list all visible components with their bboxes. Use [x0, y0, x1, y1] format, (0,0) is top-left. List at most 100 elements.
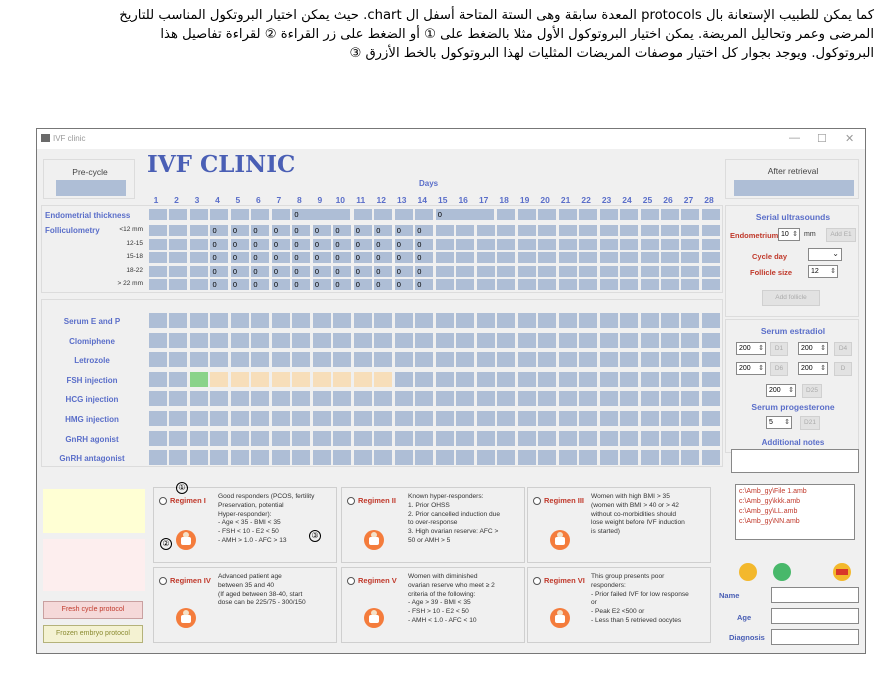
- follicle-cell[interactable]: 0: [353, 279, 372, 290]
- protocol-cell[interactable]: [230, 371, 249, 387]
- protocol-cell[interactable]: [497, 411, 516, 426]
- follicle-cell[interactable]: [476, 265, 495, 277]
- protocol-cell[interactable]: [230, 430, 249, 446]
- protocol-cell[interactable]: [353, 332, 372, 348]
- follicle-cell[interactable]: [435, 225, 454, 236]
- protocol-cell[interactable]: [599, 371, 618, 387]
- protocol-cell[interactable]: [701, 391, 720, 407]
- follicle-cell[interactable]: [681, 252, 700, 263]
- follicle-cell[interactable]: [538, 265, 557, 277]
- regimen-radio[interactable]: [533, 577, 541, 585]
- follicle-cell[interactable]: 0: [210, 265, 229, 277]
- protocol-cell[interactable]: [230, 411, 249, 426]
- follicle-cell[interactable]: 0: [374, 225, 393, 236]
- after-retrieval-field[interactable]: [734, 180, 854, 196]
- follicle-cell[interactable]: [661, 279, 679, 290]
- protocol-cell[interactable]: [271, 411, 290, 426]
- follicle-cell[interactable]: [620, 265, 639, 277]
- protocol-cell[interactable]: [538, 352, 557, 368]
- protocol-cell[interactable]: [599, 352, 618, 368]
- endometrial-cell[interactable]: [169, 209, 188, 220]
- protocol-cell[interactable]: [620, 411, 639, 426]
- follicle-cell[interactable]: [149, 238, 167, 250]
- protocol-cell[interactable]: [271, 371, 290, 387]
- protocol-cell[interactable]: [312, 352, 331, 368]
- protocol-cell[interactable]: [333, 352, 352, 368]
- protocol-cell[interactable]: [333, 391, 352, 407]
- follicle-cell[interactable]: 0: [374, 265, 393, 277]
- protocol-cell[interactable]: [271, 332, 290, 348]
- protocol-cell[interactable]: [435, 371, 454, 387]
- protocol-cell[interactable]: [353, 391, 372, 407]
- protocol-cell[interactable]: [353, 313, 372, 328]
- follicle-cell[interactable]: 0: [312, 238, 331, 250]
- progesterone-day-button[interactable]: D21: [800, 416, 820, 430]
- protocol-cell[interactable]: [599, 313, 618, 328]
- follicle-cell[interactable]: [517, 279, 536, 290]
- follicle-cell[interactable]: [538, 279, 557, 290]
- protocol-cell[interactable]: [538, 371, 557, 387]
- protocol-cell[interactable]: [599, 391, 618, 407]
- protocol-cell[interactable]: [558, 332, 577, 348]
- protocol-cell[interactable]: [681, 430, 700, 446]
- protocol-cell[interactable]: [169, 430, 188, 446]
- endometrial-cell[interactable]: [189, 209, 208, 220]
- protocol-cell[interactable]: [456, 430, 475, 446]
- protocol-cell[interactable]: [169, 352, 188, 368]
- protocol-cell[interactable]: [312, 430, 331, 446]
- protocol-cell[interactable]: [661, 391, 679, 407]
- follicle-cell[interactable]: [558, 279, 577, 290]
- protocol-cell[interactable]: [517, 371, 536, 387]
- follicle-cell[interactable]: [189, 225, 208, 236]
- estradiol-day-button[interactable]: D1: [770, 342, 788, 356]
- protocol-cell[interactable]: [497, 352, 516, 368]
- follicle-cell[interactable]: 0: [333, 265, 352, 277]
- diagnosis-input[interactable]: [771, 629, 859, 645]
- read-details-icon[interactable]: [550, 608, 570, 628]
- protocol-cell[interactable]: [456, 332, 475, 348]
- protocol-cell[interactable]: [517, 391, 536, 407]
- follicle-cell[interactable]: [189, 238, 208, 250]
- protocol-cell[interactable]: [476, 371, 495, 387]
- regimen-radio[interactable]: [533, 497, 541, 505]
- protocol-cell[interactable]: [517, 411, 536, 426]
- follicle-cell[interactable]: [169, 279, 188, 290]
- protocol-cell[interactable]: [251, 430, 270, 446]
- follicle-cell[interactable]: 0: [353, 225, 372, 236]
- protocol-cell[interactable]: [558, 391, 577, 407]
- follicle-cell[interactable]: 0: [271, 279, 290, 290]
- protocol-cell[interactable]: [476, 411, 495, 426]
- follicle-cell[interactable]: [476, 252, 495, 263]
- follicle-cell[interactable]: 0: [210, 279, 229, 290]
- estradiol-day-button[interactable]: D25: [802, 384, 822, 398]
- follicle-cell[interactable]: [599, 252, 618, 263]
- protocol-cell[interactable]: [251, 332, 270, 348]
- protocol-cell[interactable]: [640, 391, 659, 407]
- follicle-cell[interactable]: 0: [394, 279, 413, 290]
- protocol-cell[interactable]: [189, 391, 208, 407]
- protocol-cell[interactable]: [558, 430, 577, 446]
- endometrial-cell[interactable]: [149, 209, 167, 220]
- protocol-cell[interactable]: [661, 313, 679, 328]
- follicle-cell[interactable]: [476, 238, 495, 250]
- protocol-cell[interactable]: [210, 371, 229, 387]
- follicle-cell[interactable]: 0: [230, 252, 249, 263]
- endometrial-cell[interactable]: [374, 209, 393, 220]
- endometrial-cell[interactable]: [394, 209, 413, 220]
- follicle-cell[interactable]: 0: [333, 252, 352, 263]
- protocol-cell[interactable]: [701, 313, 720, 328]
- protocol-cell[interactable]: [538, 411, 557, 426]
- protocol-cell[interactable]: [456, 450, 475, 466]
- protocol-cell[interactable]: [701, 332, 720, 348]
- protocol-cell[interactable]: [415, 332, 434, 348]
- follicle-cell[interactable]: [517, 265, 536, 277]
- follicle-cell[interactable]: 0: [251, 265, 270, 277]
- regimen-radio[interactable]: [347, 577, 355, 585]
- follicle-size-stepper[interactable]: 12: [808, 265, 838, 278]
- protocol-cell[interactable]: [476, 450, 495, 466]
- endometrial-cell[interactable]: 0: [292, 209, 351, 220]
- protocol-cell[interactable]: [497, 430, 516, 446]
- protocol-cell[interactable]: [251, 371, 270, 387]
- follicle-cell[interactable]: 0: [415, 238, 434, 250]
- follicle-cell[interactable]: [681, 265, 700, 277]
